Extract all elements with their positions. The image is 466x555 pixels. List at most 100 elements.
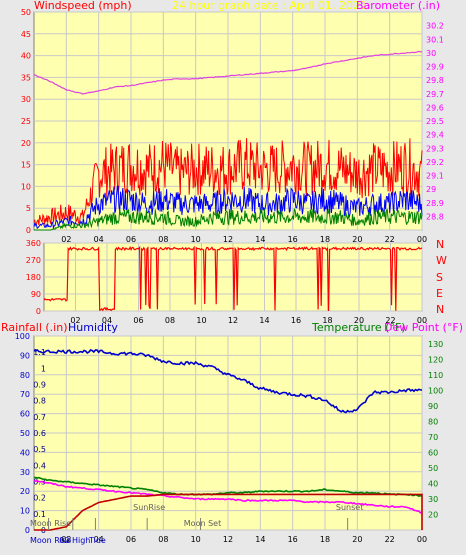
- direction-tick-label: 90: [31, 290, 41, 299]
- humidity-line: [33, 349, 423, 414]
- x-tick-label: 16: [288, 535, 298, 544]
- x-tick-label: 02: [70, 316, 80, 325]
- humidity-tick-label: 30: [20, 468, 30, 477]
- event-label: Moon Rise: [30, 519, 71, 528]
- rainfall-tick-label: 0.5: [33, 445, 46, 454]
- chart-title: 24 hour graph date : April 01, 2021: [172, 0, 367, 12]
- rainfall-tick-label: 0.6: [33, 429, 46, 438]
- temperature-tick-label: 70: [428, 433, 438, 442]
- x-tick-label: 06: [133, 316, 143, 325]
- x-tick-label: 06: [126, 235, 136, 244]
- x-tick-label: 16: [291, 316, 301, 325]
- barometer-tick-label: 29.4: [426, 131, 444, 140]
- windspeed-tick-label: 45: [21, 30, 31, 39]
- humidity-tick-label: 20: [20, 487, 30, 496]
- x-tick-label: 08: [165, 316, 175, 325]
- direction-tick-label: 0: [36, 307, 41, 316]
- barometer-tick-label: 29.6: [426, 103, 444, 112]
- wind-gust-line: [33, 138, 423, 227]
- humidity-tick-label: 40: [20, 448, 30, 457]
- rainfall-tick-label: 0.4: [33, 461, 46, 470]
- humidity-axis-label: Humidity: [68, 321, 118, 334]
- barometer-tick-label: 29.1: [426, 172, 444, 181]
- x-tick-label: 20: [352, 235, 362, 244]
- barometer-tick-label: 28.8: [426, 212, 444, 221]
- windspeed-tick-label: 5: [26, 204, 31, 213]
- event-label: Tide: [88, 536, 106, 545]
- x-tick-label: 10: [191, 235, 201, 244]
- wind-direction-line: [43, 245, 423, 312]
- temperature-tick-label: 40: [428, 479, 438, 488]
- windspeed-tick-label: 25: [21, 117, 31, 126]
- x-tick-label: 16: [288, 235, 298, 244]
- rainfall-tick-label: 0.2: [33, 494, 46, 503]
- x-tick-label: 20: [354, 316, 364, 325]
- series-lines: [33, 50, 423, 531]
- x-tick-label: 10: [191, 535, 201, 544]
- windspeed-tick-label: 10: [21, 182, 31, 191]
- windspeed-tick-label: 20: [21, 139, 31, 148]
- x-tick-label: 22: [385, 235, 395, 244]
- x-tick-label: 22: [385, 316, 395, 325]
- barometer-tick-label: 29.2: [426, 158, 444, 167]
- temperature-tick-label: 100: [428, 386, 443, 395]
- x-tick-label: 00: [417, 235, 427, 244]
- direction-letter-s: S: [436, 271, 443, 284]
- humidity-tick-label: 60: [20, 410, 30, 419]
- temperature-tick-label: 50: [428, 464, 438, 473]
- dewpoint-line: [33, 479, 423, 514]
- rainfall-axis-label: Rainfall (.in): [1, 321, 68, 334]
- x-tick-label: 02: [61, 235, 71, 244]
- windspeed-tick-label: 30: [21, 95, 31, 104]
- windspeed-axis-label: Windspeed (mph): [34, 0, 132, 12]
- barometer-line: [33, 50, 423, 95]
- x-tick-label: 08: [158, 535, 168, 544]
- direction-tick-label: 360: [26, 239, 41, 248]
- temperature-tick-label: 20: [428, 510, 438, 519]
- direction-tick-label: 270: [26, 256, 41, 265]
- rainfall-tick-label: 0.1: [33, 510, 46, 519]
- temperature-tick-label: 110: [428, 371, 443, 380]
- barometer-tick-label: 29.8: [426, 76, 444, 85]
- rainfall-tick-label: 0.9: [33, 381, 46, 390]
- x-tick-label: 22: [385, 535, 395, 544]
- x-tick-label: 00: [417, 535, 427, 544]
- x-tick-label: 02: [61, 535, 71, 544]
- windspeed-tick-label: 50: [21, 8, 31, 17]
- windspeed-tick-label: 15: [21, 161, 31, 170]
- direction-letter-n-bottom: N: [436, 303, 444, 316]
- temperature-axis-label: Temperature (°F): [311, 321, 406, 334]
- rainfall-tick-label: 1.1: [33, 348, 46, 357]
- humidity-tick-label: 90: [20, 351, 30, 360]
- x-tick-label: 18: [320, 535, 330, 544]
- event-label: Sunset: [336, 503, 363, 512]
- barometer-tick-label: 29: [426, 185, 436, 194]
- rain-line: [34, 493, 423, 531]
- wind-low-line: [34, 207, 423, 231]
- x-tick-label: 12: [228, 316, 238, 325]
- x-tick-label: 00: [417, 316, 427, 325]
- x-tick-label: 04: [102, 316, 112, 325]
- direction-letter-e: E: [436, 287, 443, 300]
- temperature-line: [34, 476, 423, 497]
- x-tick-label: 08: [158, 235, 168, 244]
- humidity-tick-label: 50: [20, 429, 30, 438]
- barometer-tick-label: 29.7: [426, 90, 444, 99]
- x-tick-label: 10: [196, 316, 206, 325]
- x-tick-label: 04: [94, 235, 104, 244]
- humidity-tick-label: 100: [15, 332, 30, 341]
- event-label: Moon Rise: [30, 536, 71, 545]
- tick-labels: 0510152025303540455028.828.92929.129.229…: [15, 8, 444, 544]
- temperature-tick-label: 90: [428, 402, 438, 411]
- x-tick-label: 12: [223, 235, 233, 244]
- direction-letter-w: W: [436, 254, 447, 267]
- x-tick-label: 18: [320, 235, 330, 244]
- x-tick-label: 20: [352, 535, 362, 544]
- wind-avg-line: [33, 185, 423, 230]
- temperature-tick-label: 120: [428, 355, 443, 364]
- humidity-tick-label: 0: [25, 526, 30, 535]
- x-tick-label: 18: [322, 316, 332, 325]
- temperature-tick-label: 80: [428, 417, 438, 426]
